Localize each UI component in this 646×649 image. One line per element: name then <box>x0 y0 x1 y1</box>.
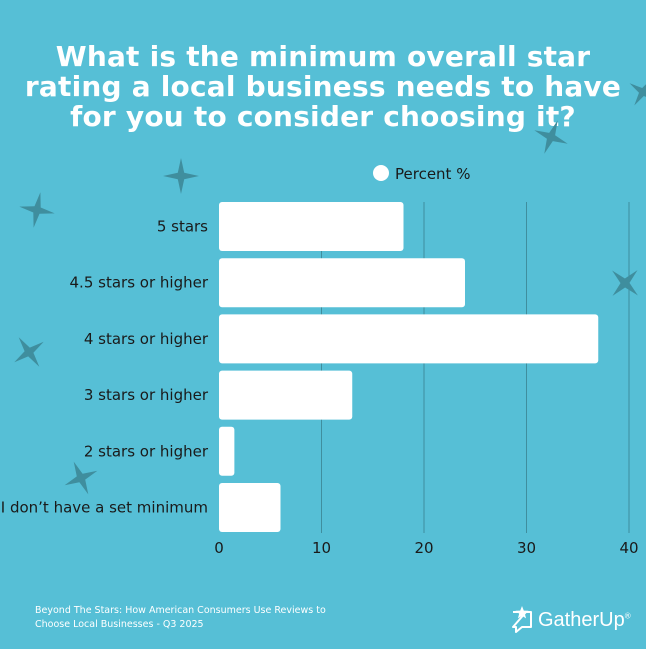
category-label-2: 4 stars or higher <box>84 330 209 348</box>
decorative-star-icon <box>14 337 44 367</box>
x-tick-20: 20 <box>414 539 433 557</box>
x-tick-labels: 0 10 20 30 40 <box>214 539 638 557</box>
legend-swatch <box>373 165 389 181</box>
category-label-1: 4.5 stars or higher <box>70 274 209 292</box>
decorative-star-icon <box>19 192 55 228</box>
brand-name: GatherUp® <box>538 608 631 631</box>
chat-star-icon <box>512 606 532 633</box>
category-label-0: 5 stars <box>157 218 208 236</box>
decorative-stars <box>14 83 646 495</box>
brand-logo: GatherUp® <box>510 605 635 635</box>
x-tick-40: 40 <box>619 539 638 557</box>
decorative-star-icon <box>534 120 568 154</box>
bar-group <box>219 202 599 532</box>
gridlines <box>321 202 630 533</box>
category-label-4: 2 stars or higher <box>84 442 209 460</box>
decorative-star-icon <box>612 270 638 296</box>
category-label-5: I don’t have a set minimum <box>1 499 208 517</box>
bar-2 <box>219 314 599 364</box>
x-tick-30: 30 <box>517 539 536 557</box>
legend-label: Percent % <box>395 165 470 183</box>
x-tick-0: 0 <box>214 539 224 557</box>
decorative-star-icon <box>64 461 98 495</box>
legend: Percent % <box>373 165 470 183</box>
chart-title: What is the minimum overall star rating … <box>24 40 622 133</box>
category-label-3: 3 stars or higher <box>84 386 209 404</box>
bar-4 <box>219 426 235 476</box>
bar-5 <box>219 483 281 532</box>
source-note: Beyond The Stars: How American Consumers… <box>35 605 326 630</box>
bar-0 <box>219 202 404 251</box>
decorative-star-icon <box>163 158 199 194</box>
bar-3 <box>219 370 353 420</box>
x-tick-10: 10 <box>312 539 331 557</box>
category-labels: 5 stars 4.5 stars or higher 4 stars or hig… <box>1 218 209 517</box>
bar-1 <box>219 258 465 308</box>
decorative-star-icon <box>629 83 646 106</box>
